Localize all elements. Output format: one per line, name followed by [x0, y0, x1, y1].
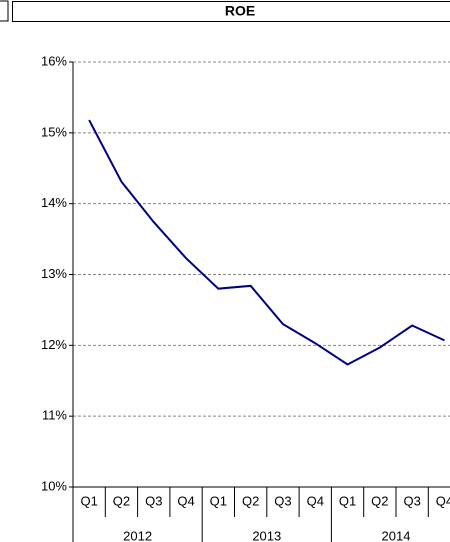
x-tick-label: Q4 [307, 493, 324, 508]
x-tick-label: Q4 [436, 493, 450, 508]
group-label: 2014 [382, 528, 411, 542]
x-tick-label: Q2 [242, 493, 259, 508]
x-tick-label: Q3 [274, 493, 291, 508]
x-tick-label: Q3 [403, 493, 420, 508]
y-tick-label: 15% [41, 124, 67, 139]
title-box [12, 1, 450, 22]
x-tick-label: Q1 [339, 493, 356, 508]
x-tick-label: Q1 [210, 493, 227, 508]
group-label: 2012 [123, 528, 152, 542]
y-tick-label: 13% [41, 266, 67, 281]
y-tick-label: 14% [41, 195, 67, 210]
y-tick-label: 16% [41, 53, 67, 68]
x-tick-label: Q1 [80, 493, 97, 508]
x-tick-label: Q2 [113, 493, 130, 508]
neighbor-box [0, 0, 9, 22]
y-tick-label: 10% [41, 478, 67, 493]
y-tick-label: 11% [42, 408, 67, 423]
y-tick-label: 12% [41, 337, 67, 352]
x-tick-label: Q2 [371, 493, 388, 508]
x-tick-label: Q3 [145, 493, 162, 508]
chart-title: ROE [225, 3, 255, 19]
group-label: 2013 [252, 528, 281, 542]
x-tick-label: Q4 [177, 493, 194, 508]
line-series [88, 119, 445, 366]
